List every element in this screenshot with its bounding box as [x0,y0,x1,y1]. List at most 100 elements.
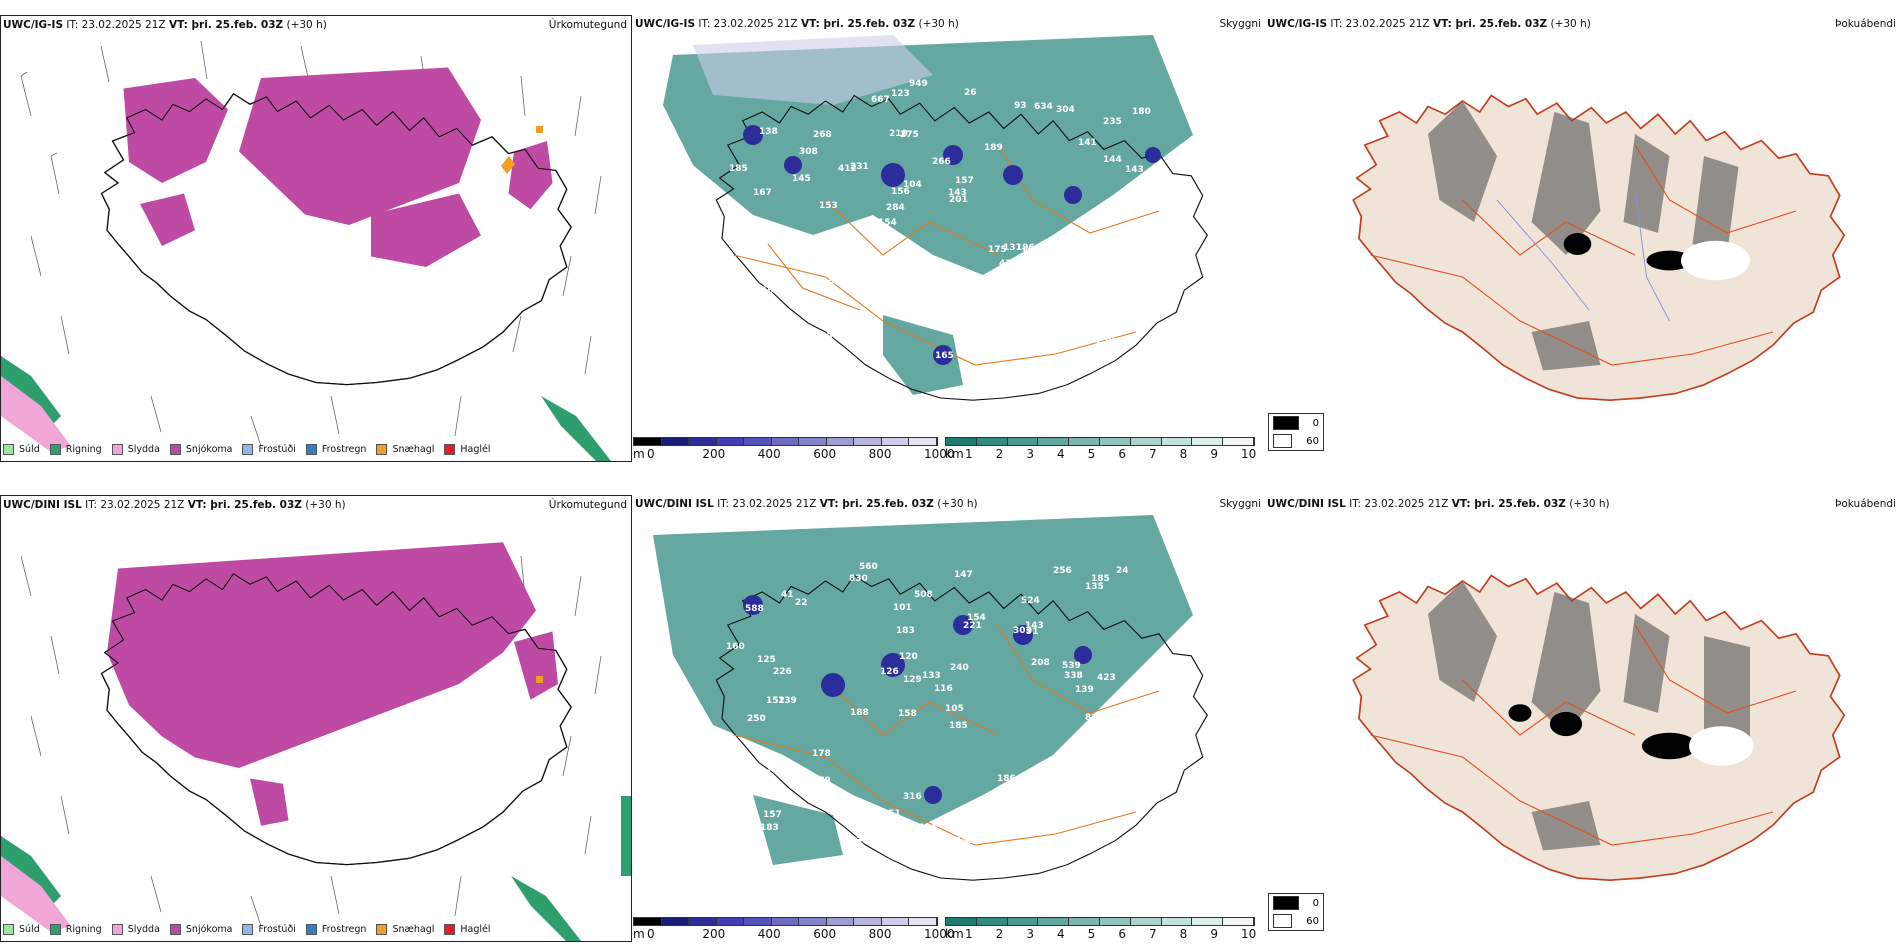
height-label: 423 [1097,673,1116,683]
height-label: 154 [878,218,897,228]
height-label: 157 [844,324,863,334]
height-label: 235 [1103,117,1122,127]
panel-title: UWC/IG-IS IT: 23.02.2025 21Z VT: þri. 25… [635,18,959,30]
rain-coast [1,356,611,461]
scale-tick: 600 [813,447,837,461]
scale-tick: 8 [1179,927,1188,941]
height-label: 210 [755,286,774,296]
height-label: 131 [1021,247,1040,257]
height-label: 830 [849,574,868,584]
height-label: 175 [740,341,759,351]
scale-tick: 8 [1179,447,1188,461]
scale-swatch [946,438,977,445]
height-label: 240 [950,663,969,673]
scale-swatch [1161,918,1193,925]
model-label: UWC/DINI ISL [3,499,82,511]
scale-tick: 9 [1210,927,1218,941]
scale-swatch [1099,438,1131,445]
legend-swatch [111,924,123,935]
legend-item: Snæhagl [376,444,434,455]
height-label: 411 [999,259,1018,269]
scale-swatch [1223,438,1254,445]
panel-name-cloud: Skyggni [1219,498,1262,510]
scale-tick: 400 [757,927,781,941]
height-scale-bar [633,437,938,446]
scale-tick: 6 [1118,447,1126,461]
legend-label: Haglél [460,444,491,455]
height-label: 524 [1021,596,1040,606]
height-label: 160 [726,642,745,652]
legend-swatch [242,924,254,935]
vt-label: VT: þri. 25.feb. 03Z [800,18,916,30]
panel-title: UWC/DINI ISL IT: 23.02.2025 21Z VT: þri.… [3,499,346,511]
scale-swatch [946,918,977,925]
legend-swatch [305,444,317,455]
scale-tick: 7 [1149,927,1157,941]
height-labels: 250 167 235 154 189 491 210 266 117 231 148 85 275 15… [729,79,1161,364]
height-label: 17 [1126,276,1139,286]
height-label: 268 [813,130,832,140]
lead-label: (+30 h) [937,498,978,510]
height-label: 101 [893,603,912,613]
height-label: 275 [900,130,919,140]
height-label: 179 [812,776,831,786]
height-label: 131 [1003,243,1022,253]
height-scale-bar [633,917,938,926]
scale-swatch [1038,918,1070,925]
scale-swatch [661,918,690,925]
legend-label: Rigning [65,444,102,455]
lead-label: (+30 h) [918,18,959,30]
height-label: 143 [948,188,967,198]
height-label: 146 [730,762,749,772]
height-label: 144 [1103,155,1122,165]
precip-type-panel-bottom: UWC/DINI ISL IT: 23.02.2025 21Z VT: þri.… [0,495,632,942]
legend-label: Súld [19,444,40,455]
precip-type-map-top [1,16,631,461]
legend-swatch [49,924,61,935]
it-label: IT: 23.02.2025 21Z [1349,498,1449,510]
scale-swatch [1192,918,1224,925]
legend-label: Slydda [127,924,160,935]
legend-swatch [242,444,254,455]
legend-swatch [376,444,388,455]
cloud-scale-unit: km [945,927,964,941]
height-label: 667 [871,95,890,105]
precip-type-panel-top: UWC/IG-IS IT: 23.02.2025 21Z VT: þri. 25… [0,15,632,462]
height-label: 135 [1085,582,1104,592]
height-label: 183 [896,626,915,636]
scale-swatch [716,918,745,925]
scale-swatch [1130,438,1162,445]
scale-swatch [909,438,938,445]
legend-item: Súld [3,444,40,455]
cloud-map-top: 250 167 235 154 189 491 210 266 117 231 148 85 275 15… [633,15,1263,435]
height-label: 176 [1131,675,1150,685]
height-label: 221 [963,621,982,631]
scale-tick: 1 [965,447,973,461]
cloud-scale: km 1 2 3 4 5 6 7 8 9 10 [945,917,1261,942]
scale-swatch [689,438,717,445]
legend-swatch [444,924,456,935]
height-label: 125 [757,655,776,665]
height-label: 198 [892,271,911,281]
height-label: 168 [784,766,803,776]
fog-legend-label: 0 [1312,417,1319,429]
scale-tick: 1000 [924,447,955,461]
legend-swatch [49,444,61,455]
scale-swatch [1099,918,1131,925]
legend-label: Frostregn [321,924,367,935]
scale-swatch [909,918,938,925]
height-label: 175 [988,245,1007,255]
vt-label: VT: þri. 25.feb. 03Z [168,19,284,31]
panel-name-fog: Þokuábendi [1835,498,1896,510]
height-label: 133 [1091,305,1110,315]
fog-shading [1428,101,1739,371]
fog-legend-bottom: 0 60 [1268,893,1324,931]
height-label: 295 [1139,761,1158,771]
vt-label: VT: þri. 25.feb. 03Z [187,499,302,511]
height-label: 336 [856,836,875,846]
scale-swatch [689,918,717,925]
height-label: 342 [894,308,913,318]
height-label: 85 [802,312,815,322]
legend-swatch [169,924,181,935]
legend-label: Frostúði [258,924,296,935]
